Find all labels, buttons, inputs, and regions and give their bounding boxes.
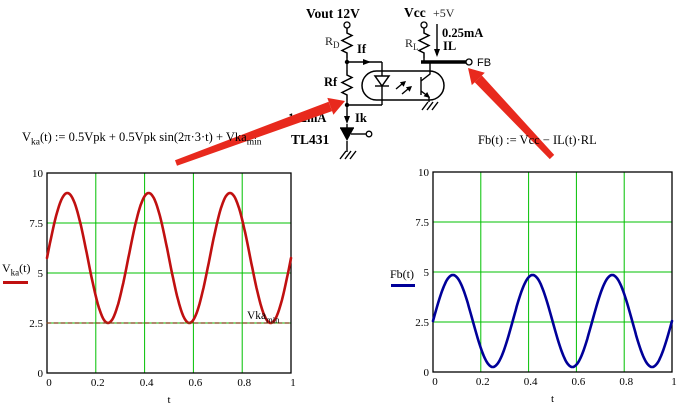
y-tick-label: 0 bbox=[38, 368, 44, 380]
curve-vka bbox=[45, 191, 293, 325]
if-label: If bbox=[357, 42, 367, 56]
light-arrows-icon bbox=[395, 81, 412, 95]
y-tick-label: 0 bbox=[424, 367, 430, 379]
tl431-label: TL431 bbox=[291, 132, 330, 147]
x-tick-label: 0.6 bbox=[189, 377, 203, 389]
resistor-rf bbox=[340, 70, 354, 100]
ground-icon bbox=[421, 101, 439, 111]
vout-terminal bbox=[343, 21, 351, 29]
y-tick-label: 10 bbox=[418, 167, 430, 179]
vcc-value: +5V bbox=[433, 6, 455, 20]
plot-frame bbox=[46, 172, 292, 374]
red-callout-arrow-right bbox=[468, 68, 555, 160]
vka-plot-legend: Vka(t) bbox=[2, 261, 31, 278]
ik-arrow bbox=[344, 107, 350, 124]
y-tick-label: 5 bbox=[424, 267, 430, 279]
ik-arrowhead-icon bbox=[344, 116, 350, 124]
rl-label: RL bbox=[405, 36, 419, 52]
y-tick-label: 10 bbox=[32, 168, 44, 180]
vout-label: Vout 12V bbox=[306, 6, 360, 21]
fb-label: FB bbox=[477, 57, 491, 69]
ik-label: Ik bbox=[355, 111, 367, 125]
x-tick-label: 0 bbox=[432, 376, 438, 388]
il-arrowhead-icon bbox=[434, 49, 440, 57]
vka-min-annotation: Vkamin bbox=[247, 310, 280, 325]
fb-formula[interactable]: Fb(t) := Vcc − IL(t)·RL bbox=[478, 133, 597, 147]
rf-label: Rf bbox=[324, 75, 338, 89]
if-arrow-icon bbox=[363, 59, 371, 65]
x-axis-label: t bbox=[551, 393, 554, 405]
vka-formula[interactable]: Vka(t) := 0.5Vpk + 0.5Vpk sin(2π·3·t) + … bbox=[22, 130, 262, 148]
fb-terminal bbox=[465, 58, 473, 66]
fb-plot-legend: Fb(t) bbox=[390, 267, 414, 281]
vcc-label: Vcc bbox=[404, 5, 426, 20]
resistor-rd bbox=[340, 28, 354, 58]
x-tick-label: 0.4 bbox=[524, 376, 538, 388]
tl431-symbol bbox=[340, 124, 373, 152]
il-label: IL bbox=[443, 39, 456, 53]
x-tick-label: 0.6 bbox=[572, 376, 586, 388]
x-tick-label: 0.2 bbox=[476, 376, 490, 388]
y-tick-label: 2.5 bbox=[415, 317, 429, 329]
vcc-terminal bbox=[420, 21, 428, 29]
optocoupler bbox=[347, 62, 445, 111]
il-arrow bbox=[434, 24, 440, 57]
resistor-rl bbox=[417, 28, 431, 58]
plot-frame bbox=[432, 171, 673, 373]
x-tick-label: 0 bbox=[46, 377, 52, 389]
x-tick-label: 1 bbox=[290, 377, 296, 389]
ground-icon bbox=[339, 150, 357, 160]
if-branch-wire bbox=[347, 59, 382, 65]
x-axis-label: t bbox=[167, 394, 170, 406]
fb-legend-line-sample bbox=[391, 284, 415, 287]
arrowhead-icon bbox=[468, 68, 485, 86]
rd-label: RD bbox=[325, 34, 340, 50]
il-value-label: 0.25mA bbox=[442, 26, 483, 40]
red-callout-arrow-left bbox=[175, 97, 345, 166]
y-tick-label: 7.5 bbox=[415, 217, 429, 229]
x-tick-label: 0.8 bbox=[237, 377, 251, 389]
x-tick-label: 0.4 bbox=[140, 377, 154, 389]
arrowhead-icon bbox=[327, 97, 345, 115]
y-tick-label: 2.5 bbox=[29, 318, 43, 330]
curve-fb bbox=[431, 273, 674, 369]
y-tick-label: 7.5 bbox=[29, 218, 43, 230]
x-tick-label: 1 bbox=[671, 376, 677, 388]
x-tick-label: 0.8 bbox=[619, 376, 633, 388]
y-tick-label: 5 bbox=[38, 268, 44, 280]
vka-legend-line-sample bbox=[3, 281, 28, 284]
phototransistor bbox=[420, 62, 431, 102]
x-tick-label: 0.2 bbox=[91, 377, 105, 389]
